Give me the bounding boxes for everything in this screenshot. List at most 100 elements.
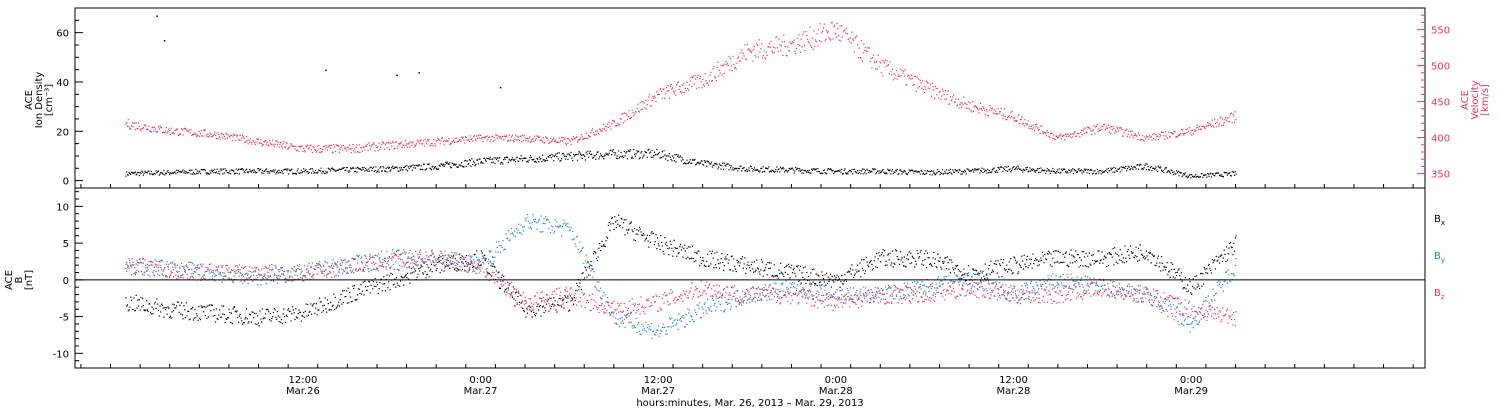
velocity-point — [1053, 134, 1055, 136]
density-point — [534, 161, 536, 163]
velocity-point — [1127, 133, 1129, 136]
bx-point — [507, 287, 509, 289]
density-point — [680, 160, 682, 162]
bx-point — [1134, 257, 1136, 259]
density-point — [720, 168, 722, 170]
density-point — [822, 172, 824, 175]
velocity-point — [224, 138, 226, 140]
velocity-point — [622, 122, 625, 124]
by-point — [335, 263, 337, 265]
bx-point — [364, 280, 366, 282]
density-point — [310, 168, 312, 170]
density-point — [688, 161, 690, 163]
bx-point — [1084, 265, 1086, 267]
density-point — [640, 152, 642, 154]
bx-point — [899, 251, 901, 253]
bx-point — [354, 299, 356, 301]
bx-point — [725, 256, 727, 258]
density-point — [488, 158, 490, 160]
density-point — [1056, 171, 1058, 173]
density-point — [438, 164, 440, 166]
velocity-point — [1112, 126, 1114, 128]
bx-point — [530, 310, 532, 312]
by-point — [178, 271, 180, 273]
velocity-point — [1004, 115, 1006, 118]
velocity-point — [465, 136, 467, 138]
density-point — [814, 168, 817, 170]
by-point — [291, 280, 293, 282]
by-point — [554, 219, 556, 221]
density-point — [524, 157, 526, 159]
bx-point — [1107, 264, 1109, 267]
bx-point — [746, 264, 748, 266]
by-point — [207, 269, 209, 271]
density-point — [972, 168, 974, 170]
density-point — [944, 170, 946, 172]
density-point — [520, 155, 522, 157]
velocity-point — [779, 44, 781, 46]
bx-point — [195, 317, 197, 319]
density-point — [1060, 168, 1063, 170]
density-point — [1137, 168, 1140, 170]
bx-point — [372, 280, 375, 283]
velocity-point — [903, 70, 905, 72]
velocity-point — [761, 57, 763, 59]
bx-point — [896, 256, 898, 258]
density-point — [895, 169, 897, 171]
bx-point — [604, 245, 606, 248]
bx-point — [1155, 264, 1157, 266]
density-point — [1035, 170, 1037, 172]
bx-point — [661, 241, 663, 243]
bx-point — [532, 309, 534, 311]
bx-point — [520, 302, 522, 304]
velocity-point — [591, 128, 594, 130]
density-point — [1097, 170, 1099, 172]
density-point — [587, 150, 589, 152]
velocity-point — [1153, 133, 1155, 135]
velocity-point — [961, 106, 963, 108]
velocity-point — [638, 111, 640, 113]
bx-point — [227, 317, 229, 319]
velocity-point — [615, 125, 617, 127]
velocity-point — [1066, 133, 1068, 135]
bx-point — [504, 289, 506, 291]
velocity-point — [723, 72, 725, 74]
bx-point — [1210, 272, 1213, 274]
velocity-point — [434, 145, 436, 147]
density-point — [799, 170, 802, 172]
density-point — [1233, 171, 1235, 174]
bx-point — [745, 268, 748, 270]
bx-point — [654, 241, 656, 243]
velocity-point — [440, 140, 442, 142]
density-point — [342, 167, 344, 169]
velocity-point — [839, 25, 841, 27]
bx-point — [490, 265, 492, 267]
velocity-point — [895, 74, 897, 76]
bx-point — [666, 245, 668, 247]
by-point — [165, 275, 167, 277]
bx-point — [404, 275, 406, 277]
velocity-point — [678, 88, 680, 91]
bx-point — [1087, 266, 1090, 268]
density-point — [858, 171, 860, 174]
bx-point — [466, 265, 468, 267]
bx-point — [233, 306, 235, 308]
bx-point — [342, 290, 344, 292]
bx-point — [1076, 253, 1078, 256]
bx-point — [514, 305, 516, 307]
density-point — [453, 163, 456, 165]
velocity-point — [409, 146, 411, 148]
density-point — [203, 168, 206, 171]
velocity-point — [507, 139, 509, 141]
velocity-point — [999, 111, 1001, 113]
bx-point — [503, 275, 505, 278]
density-point — [614, 154, 616, 156]
by-point — [242, 282, 244, 284]
velocity-point — [991, 107, 994, 109]
velocity-point — [235, 134, 237, 136]
bx-point — [344, 296, 346, 298]
velocity-point — [1042, 132, 1044, 135]
bx-point — [1060, 261, 1063, 264]
velocity-point — [1170, 132, 1172, 134]
bx-point — [199, 319, 202, 321]
